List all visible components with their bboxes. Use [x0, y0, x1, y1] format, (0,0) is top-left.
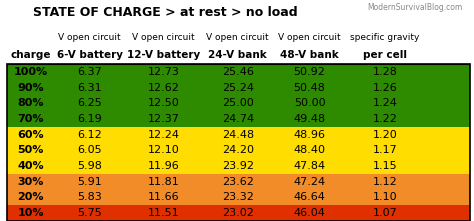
Text: 48.40: 48.40 [293, 145, 326, 155]
Text: 12-V battery: 12-V battery [127, 50, 201, 60]
Text: 23.02: 23.02 [222, 208, 254, 218]
Text: 50.48: 50.48 [293, 83, 326, 93]
Text: 6.05: 6.05 [77, 145, 102, 155]
Text: 10%: 10% [18, 208, 44, 218]
Text: 60%: 60% [17, 130, 44, 140]
Text: 6.25: 6.25 [77, 98, 102, 108]
Text: 6.31: 6.31 [77, 83, 102, 93]
Bar [8, 205, 471, 221]
Text: 1.17: 1.17 [373, 145, 397, 155]
Text: 70%: 70% [18, 114, 44, 124]
Text: 24.74: 24.74 [222, 114, 254, 124]
Text: 6.19: 6.19 [77, 114, 102, 124]
Text: 47.24: 47.24 [293, 177, 326, 187]
Bar [8, 111, 471, 127]
Text: 48.96: 48.96 [293, 130, 326, 140]
Text: 11.81: 11.81 [148, 177, 180, 187]
Text: 5.91: 5.91 [77, 177, 102, 187]
Text: 25.46: 25.46 [222, 67, 254, 77]
Text: 1.28: 1.28 [373, 67, 397, 77]
Text: 50%: 50% [18, 145, 44, 155]
Text: 47.84: 47.84 [293, 161, 326, 171]
Text: 6.12: 6.12 [77, 130, 102, 140]
Bar [8, 95, 471, 111]
Bar [8, 64, 471, 221]
Text: 50.00: 50.00 [294, 98, 325, 108]
Text: 23.32: 23.32 [222, 192, 254, 202]
Text: 1.07: 1.07 [373, 208, 397, 218]
Text: 5.75: 5.75 [77, 208, 102, 218]
Text: 6.37: 6.37 [77, 67, 102, 77]
Text: 12.73: 12.73 [148, 67, 180, 77]
Bar [8, 174, 471, 190]
Text: 12.50: 12.50 [148, 98, 180, 108]
Text: V open circuit: V open circuit [278, 32, 341, 42]
Text: 30%: 30% [18, 177, 44, 187]
Text: 25.00: 25.00 [222, 98, 254, 108]
Text: specific gravity: specific gravity [350, 32, 419, 42]
Text: V open circuit: V open circuit [207, 32, 269, 42]
Text: 12.37: 12.37 [148, 114, 180, 124]
Text: ModernSurvivalBlog.com: ModernSurvivalBlog.com [367, 3, 463, 12]
Bar [8, 80, 471, 95]
Text: STATE OF CHARGE > at rest > no load: STATE OF CHARGE > at rest > no load [33, 6, 297, 19]
Text: 6-V battery: 6-V battery [56, 50, 123, 60]
Text: V open circuit: V open circuit [58, 32, 121, 42]
Bar [8, 143, 471, 158]
Text: 80%: 80% [18, 98, 44, 108]
Text: 12.62: 12.62 [148, 83, 180, 93]
Text: 24.20: 24.20 [222, 145, 254, 155]
Text: 1.22: 1.22 [373, 114, 397, 124]
Text: 40%: 40% [17, 161, 44, 171]
Text: 49.48: 49.48 [293, 114, 326, 124]
Bar [8, 190, 471, 205]
Text: 5.98: 5.98 [77, 161, 102, 171]
Bar [8, 127, 471, 143]
Text: 5.83: 5.83 [77, 192, 102, 202]
Text: 1.26: 1.26 [373, 83, 397, 93]
Text: 20%: 20% [18, 192, 44, 202]
Text: 11.51: 11.51 [148, 208, 180, 218]
Text: 11.96: 11.96 [148, 161, 180, 171]
Text: 25.24: 25.24 [222, 83, 254, 93]
Text: 12.24: 12.24 [148, 130, 180, 140]
Text: 100%: 100% [13, 67, 47, 77]
Text: 23.62: 23.62 [222, 177, 254, 187]
Text: 23.92: 23.92 [222, 161, 254, 171]
Text: 48-V bank: 48-V bank [280, 50, 339, 60]
Text: 1.24: 1.24 [373, 98, 397, 108]
Text: 11.66: 11.66 [148, 192, 180, 202]
Text: per cell: per cell [363, 50, 407, 60]
Text: 1.20: 1.20 [373, 130, 397, 140]
Text: 46.64: 46.64 [293, 192, 326, 202]
Text: 1.12: 1.12 [373, 177, 397, 187]
Text: 1.10: 1.10 [373, 192, 397, 202]
Bar [8, 64, 471, 80]
Text: 24.48: 24.48 [222, 130, 254, 140]
Text: 50.92: 50.92 [293, 67, 326, 77]
Text: charge: charge [10, 50, 51, 60]
Text: 1.15: 1.15 [373, 161, 397, 171]
Bar [8, 158, 471, 174]
Text: 24-V bank: 24-V bank [209, 50, 267, 60]
Text: 90%: 90% [17, 83, 44, 93]
Text: V open circuit: V open circuit [132, 32, 195, 42]
Text: 12.10: 12.10 [148, 145, 180, 155]
Text: 46.04: 46.04 [293, 208, 326, 218]
